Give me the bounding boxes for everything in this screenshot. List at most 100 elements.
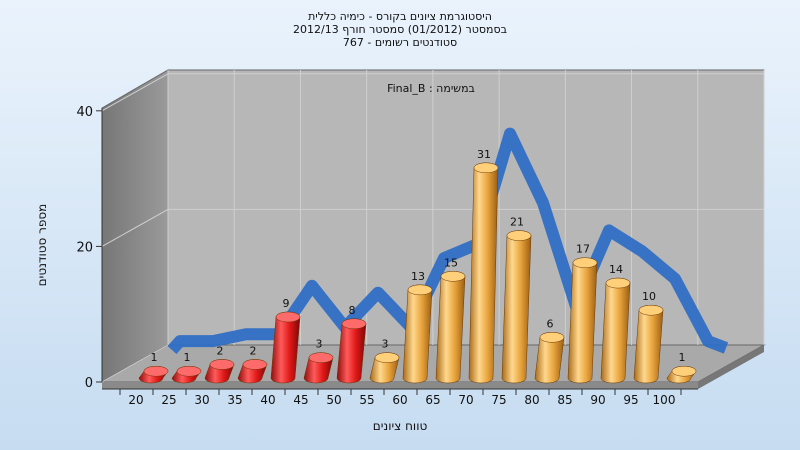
bar-top — [638, 304, 664, 316]
bar-95: 10 — [633, 290, 664, 384]
floor-front-edge — [102, 382, 698, 389]
x-tick-label: 100 — [653, 393, 676, 407]
gridline-side — [101, 73, 169, 112]
x-tick-label: 65 — [425, 393, 440, 407]
bar-top — [308, 352, 334, 363]
bar-30: 2 — [204, 344, 235, 384]
bar-top — [275, 311, 301, 323]
side-wall — [101, 69, 169, 383]
value-label: 9 — [283, 297, 290, 310]
bar-40: 9 — [270, 297, 301, 384]
value-label: 3 — [382, 338, 389, 351]
bar-85: 17 — [567, 243, 598, 384]
value-label: 1 — [151, 351, 158, 364]
value-label: 8 — [349, 304, 356, 317]
horizontal-gridlines — [101, 73, 764, 383]
value-label: 3 — [316, 338, 323, 351]
value-label: 2 — [217, 344, 224, 357]
x-tick-label: 60 — [392, 393, 407, 407]
x-axis-title: טווח ציונים — [373, 419, 428, 433]
bar-body — [633, 304, 664, 384]
bar-body — [468, 162, 499, 384]
bar-80: 6 — [534, 317, 565, 384]
floor — [100, 344, 766, 383]
bar-top — [539, 332, 565, 343]
bar-55: 3 — [369, 338, 400, 384]
value-label: 2 — [250, 344, 257, 357]
y-axis-ticks: 0 20 40 — [76, 105, 102, 391]
x-tick-label: 50 — [326, 393, 341, 407]
x-tick-label: 80 — [524, 393, 539, 407]
bar-45: 3 — [303, 338, 334, 384]
back-wall — [167, 69, 765, 346]
series-label: Final_B : במשימה — [387, 82, 475, 95]
gridline-side — [101, 208, 169, 247]
value-label: 1 — [184, 351, 191, 364]
bar-70: 31 — [468, 148, 499, 384]
x-tick-label: 90 — [590, 393, 605, 407]
y-tick-label: 0 — [85, 376, 93, 391]
bar-top — [374, 352, 400, 363]
x-tick-label: 55 — [359, 393, 374, 407]
bar-body — [600, 277, 631, 384]
x-tick-label: 95 — [623, 393, 638, 407]
value-label: 1 — [679, 351, 686, 364]
bar-100: 1 — [666, 351, 697, 384]
value-label: 10 — [642, 290, 656, 303]
bar-body — [435, 271, 466, 384]
bar-top — [407, 284, 433, 296]
y-tick-label: 20 — [76, 240, 93, 255]
bar-25: 1 — [171, 351, 202, 384]
chart-title-line-3: סטודנטים רשומים - 767 — [342, 36, 458, 49]
bar-body — [270, 311, 301, 384]
bar-35: 2 — [237, 344, 268, 384]
floor-right-edge — [698, 345, 764, 389]
value-label: 14 — [609, 263, 623, 276]
value-label: 6 — [547, 317, 554, 330]
x-tick-label: 25 — [161, 393, 176, 407]
bar-90: 14 — [600, 263, 631, 384]
value-label: 13 — [411, 270, 425, 283]
bar-body — [567, 257, 598, 384]
trend-ribbon — [167, 127, 729, 355]
chart-title-line-1: היסטוגרמת ציונים בקורס - כימיה כללית — [308, 10, 492, 23]
x-tick-label: 45 — [293, 393, 308, 407]
x-axis-ticks: 20 25 30 35 40 45 50 55 60 65 70 75 80 85 90 95 100 — [119, 389, 682, 407]
bar-top — [209, 359, 235, 370]
x-tick-label: 85 — [557, 393, 572, 407]
bar-75: 21 — [501, 216, 532, 384]
y-axis-title: מספר סטודנטים — [35, 204, 49, 287]
bar-top — [572, 257, 598, 268]
bar-top — [506, 230, 532, 241]
bar-top — [440, 271, 466, 282]
bar-top — [605, 277, 631, 289]
bar-top — [473, 162, 499, 174]
bar-top — [341, 318, 367, 330]
value-label: 21 — [510, 216, 524, 229]
bar-body — [501, 230, 532, 384]
bar-50: 8 — [336, 304, 367, 384]
y-tick-label: 40 — [76, 105, 93, 120]
x-tick-label: 20 — [128, 393, 143, 407]
x-tick-label: 75 — [491, 393, 506, 407]
bar-body — [402, 284, 433, 384]
bar-top — [242, 359, 268, 370]
bar-top — [176, 365, 202, 377]
bar-65: 15 — [435, 256, 466, 384]
value-label: 15 — [444, 256, 458, 269]
x-tick-label: 40 — [260, 393, 275, 407]
value-label: 17 — [576, 243, 590, 256]
bars-group: 1 1 2 2 9 3 8 3 13 15 31 21 6 17 14 10 1 — [138, 148, 697, 384]
chart-title: היסטוגרמת ציונים בקורס - כימיה כללית בסמ… — [0, 10, 800, 49]
x-tick-label: 35 — [227, 393, 242, 407]
bar-top — [143, 365, 169, 377]
x-tick-label: 70 — [458, 393, 473, 407]
value-label: 31 — [477, 148, 491, 161]
x-tick-label: 30 — [194, 393, 209, 407]
gridline-side — [101, 344, 169, 383]
bar-60: 13 — [402, 270, 433, 384]
bar-top — [671, 365, 697, 377]
chart-title-line-2: בסמסטר (01/2012) סמסטר חורף 2012/13 — [293, 23, 507, 36]
